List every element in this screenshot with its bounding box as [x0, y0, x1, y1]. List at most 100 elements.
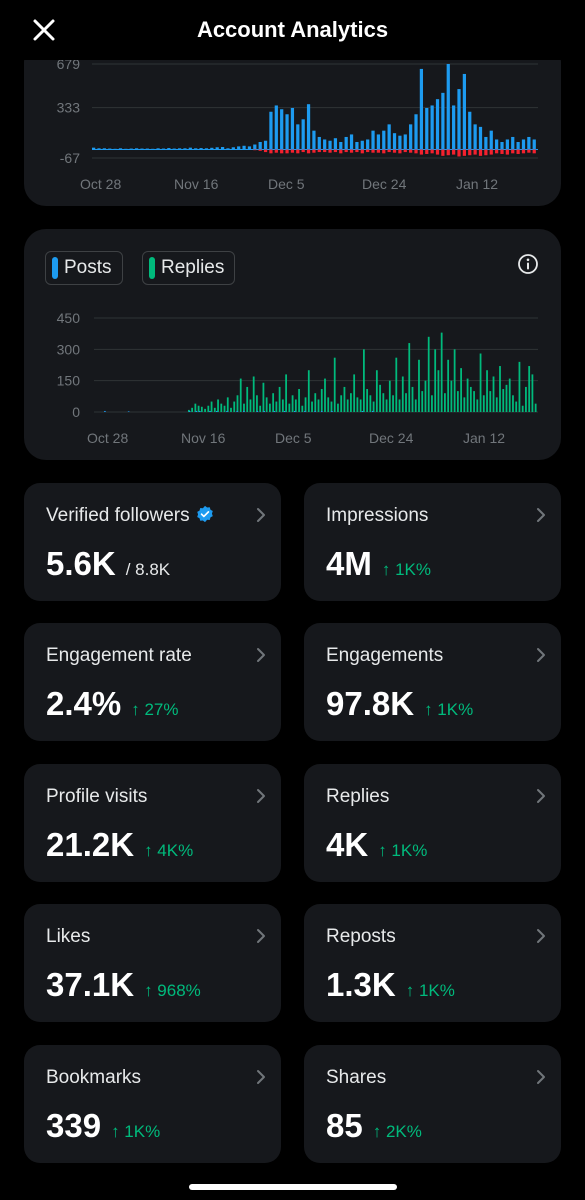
stat-label: Shares: [326, 1067, 386, 1089]
bar-negative: [285, 149, 289, 154]
bar-replies: [447, 359, 450, 412]
stat-label-text: Engagement rate: [46, 645, 192, 666]
bar-posts: [226, 410, 228, 412]
bar-replies: [512, 395, 514, 412]
close-icon[interactable]: [28, 14, 60, 46]
y-tick-label: 679: [57, 56, 81, 72]
bar-positive: [355, 141, 359, 150]
stat-card-verified-followers[interactable]: Verified followers 5.6K / 8.8K: [24, 483, 281, 601]
bar-negative: [355, 149, 359, 153]
legend-replies[interactable]: Replies: [142, 251, 236, 285]
stat-label: Bookmarks: [46, 1067, 141, 1089]
stat-card-replies[interactable]: Replies 4K ↑ 1K%: [304, 764, 561, 882]
bar-negative: [398, 149, 402, 154]
bar-negative: [269, 149, 273, 154]
stat-label-text: Reposts: [326, 926, 396, 947]
bar-positive: [161, 148, 166, 150]
bar-negative: [323, 149, 327, 153]
stat-value-row: 5.6K / 8.8K: [46, 545, 170, 583]
bar-positive: [425, 107, 429, 150]
bar-replies: [421, 391, 424, 412]
y-tick-label: 450: [57, 310, 81, 326]
bar-replies: [246, 386, 249, 412]
bar-replies: [366, 389, 369, 412]
legend-posts-label: Posts: [64, 257, 112, 278]
bar-replies: [204, 408, 206, 412]
bar-posts: [195, 410, 198, 412]
bar-replies: [525, 386, 527, 412]
stat-card-engagement-rate[interactable]: Engagement rate 2.4% ↑ 27%: [24, 623, 281, 741]
bar-positive: [188, 147, 192, 150]
bar-negative: [274, 149, 278, 153]
bar-positive: [253, 144, 257, 150]
legend-posts[interactable]: Posts: [45, 251, 123, 285]
stat-card-profile-visits[interactable]: Profile visits 21.2K ↑ 4K%: [24, 764, 281, 882]
chevron-right-icon: [257, 1070, 265, 1084]
posts-replies-chart-card: Posts Replies 450 300 150 0 Oct 28 Nov 16 Dec …: [24, 229, 561, 460]
info-icon[interactable]: [517, 253, 539, 275]
stat-label: Profile visits: [46, 786, 147, 808]
stat-card-engagements[interactable]: Engagements 97.8K ↑ 1K%: [304, 623, 561, 741]
bar-replies: [191, 407, 194, 412]
posts-replies-chart: 450 300 150 0 Oct 28 Nov 16 Dec 5 Dec 24 Jan 12: [57, 310, 538, 446]
bar-replies: [440, 332, 443, 412]
x-tick-label: Dec 5: [268, 176, 305, 192]
bar-positive: [532, 139, 536, 150]
bar-negative: [414, 149, 418, 154]
bar-posts: [314, 410, 316, 412]
bar-negative: [301, 149, 305, 153]
bar-replies: [291, 395, 294, 412]
bar-positive: [527, 136, 531, 150]
bar-replies: [350, 393, 352, 412]
home-indicator: [189, 1184, 397, 1190]
bar-negative: [457, 149, 461, 157]
stat-card-likes[interactable]: Likes 37.1K ↑ 968%: [24, 904, 281, 1022]
bar-negative: [419, 149, 424, 155]
verified-badge-icon: [196, 505, 213, 523]
bar-replies: [288, 403, 291, 412]
bar-negative: [495, 149, 499, 154]
bar-positive: [468, 111, 472, 150]
bar-positive: [210, 147, 214, 150]
stat-card-bookmarks[interactable]: Bookmarks 339 ↑ 1K%: [24, 1045, 281, 1163]
bar-replies: [356, 397, 359, 412]
bar-positive: [151, 148, 155, 150]
stat-card-impressions[interactable]: Impressions 4M ↑ 1K%: [304, 483, 561, 601]
bar-negative: [360, 149, 364, 154]
stat-value: 37.1K: [46, 966, 135, 1003]
stat-value: 4M: [326, 545, 372, 582]
bar-positive: [172, 148, 176, 150]
bar-replies: [372, 401, 375, 412]
bar-positive: [441, 92, 445, 150]
stat-value-row: 97.8K ↑ 1K%: [326, 685, 473, 723]
bar-positive: [108, 148, 112, 150]
bar-replies: [528, 366, 531, 412]
bar-replies: [262, 382, 265, 412]
x-tick-label: Jan 12: [463, 430, 505, 446]
bar-positive: [419, 68, 424, 150]
bar-replies: [379, 384, 381, 412]
bar-positive: [306, 104, 311, 150]
bar-negative: [521, 149, 526, 154]
bar-positive: [194, 148, 198, 150]
bar-positive: [140, 148, 144, 150]
bar-replies: [534, 403, 537, 412]
y-tick-label: 150: [57, 373, 81, 389]
bar-positive: [333, 138, 338, 150]
stat-card-reposts[interactable]: Reposts 1.3K ↑ 1K%: [304, 904, 561, 1022]
bar-positive: [392, 133, 397, 150]
bar-positive: [215, 147, 219, 150]
bar-replies: [411, 386, 414, 412]
x-tick-label: Oct 28: [80, 176, 121, 192]
stat-card-shares[interactable]: Shares 85 ↑ 2K%: [304, 1045, 561, 1163]
bar-replies: [207, 405, 210, 412]
bar-positive: [247, 146, 252, 150]
bar-positive: [274, 105, 278, 150]
chevron-right-icon: [537, 648, 545, 662]
bar-replies: [226, 397, 229, 412]
bar-replies: [414, 399, 417, 412]
bar-positive: [462, 73, 466, 150]
bar-negative: [435, 149, 440, 155]
x-tick-label: Oct 28: [87, 430, 128, 446]
bar-negative: [516, 149, 520, 154]
